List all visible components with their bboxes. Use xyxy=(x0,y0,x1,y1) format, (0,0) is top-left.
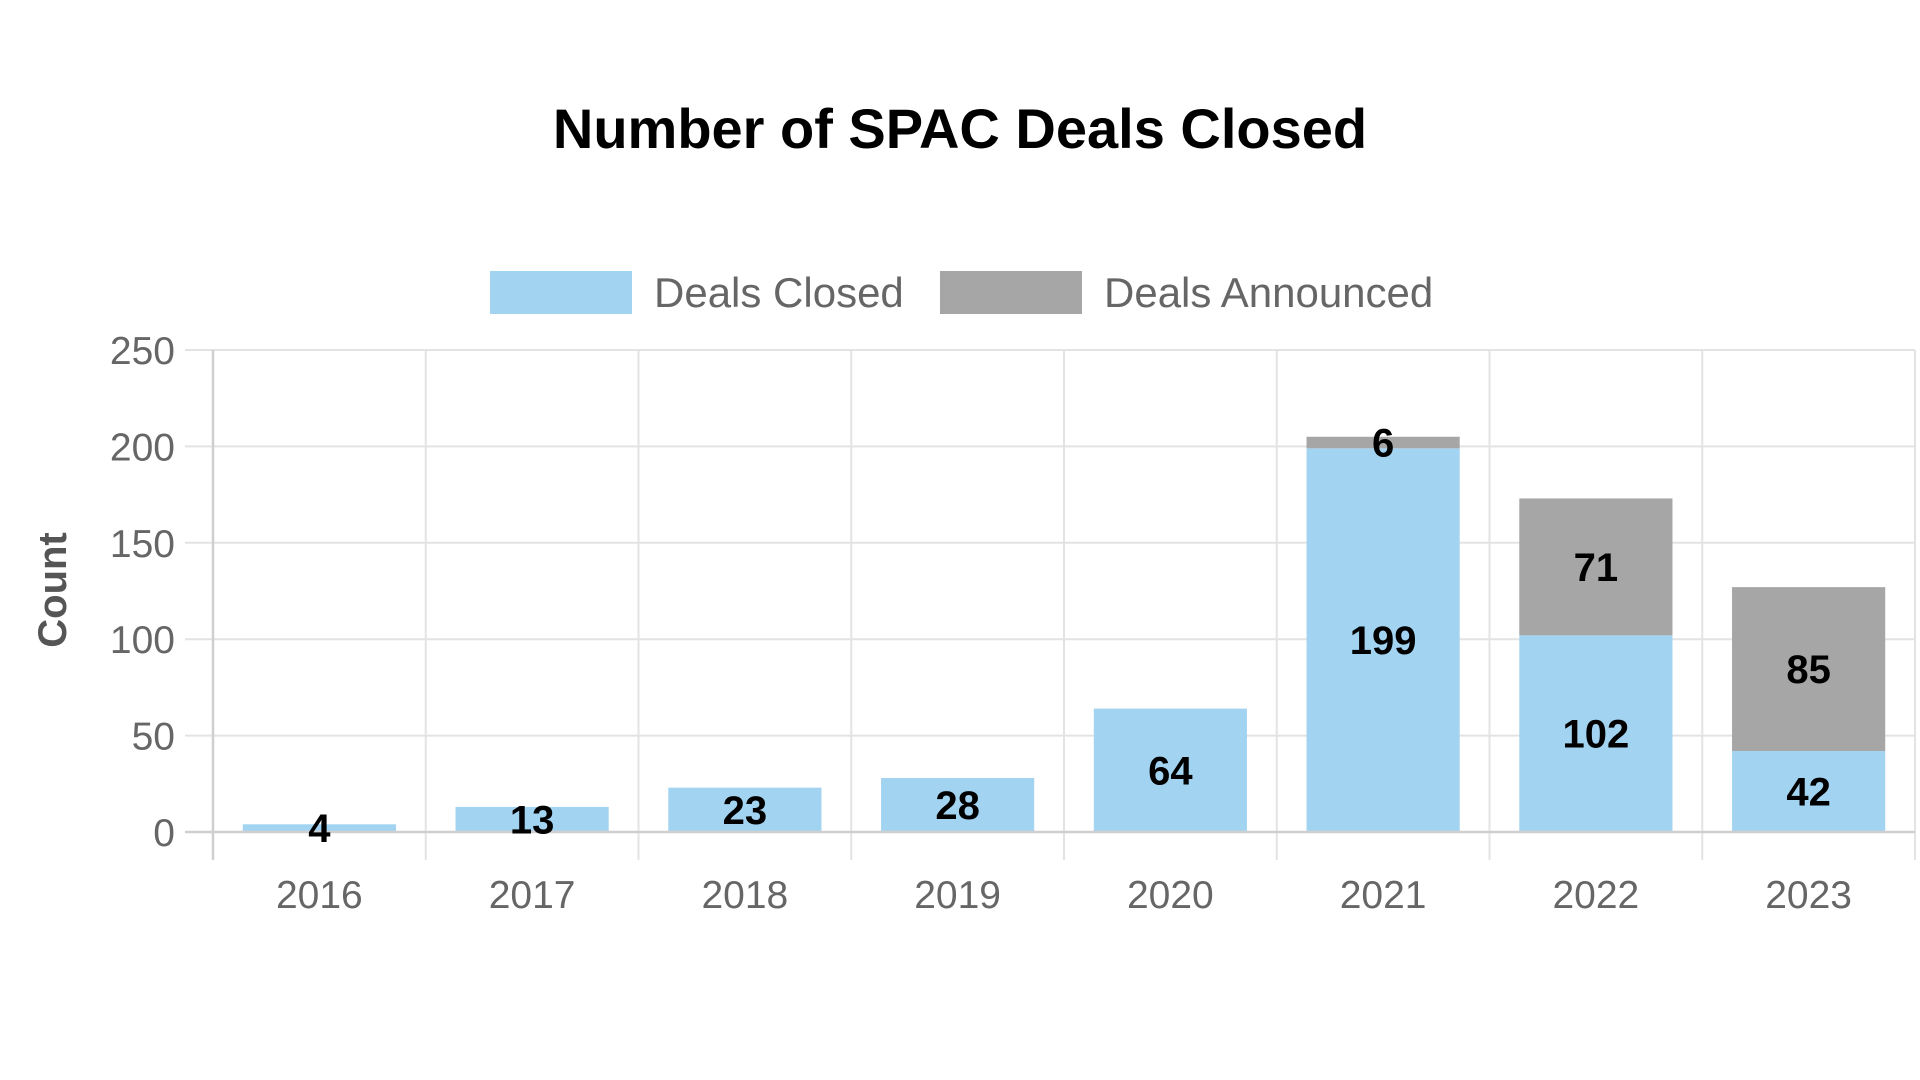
x-tick-label: 2016 xyxy=(276,874,363,917)
data-label-deals-announced-2021: 6 xyxy=(1372,422,1394,466)
data-label-deals-closed-2016: 4 xyxy=(308,807,331,851)
axes: 0 50 100 150 200 250 2016 2017 2018 2019 2020 2021 2… xyxy=(110,330,1915,917)
y-tick-label: 0 xyxy=(153,812,175,855)
gridlines xyxy=(185,349,1916,860)
data-label-deals-closed-2018: 23 xyxy=(723,789,768,833)
chart-title: Number of SPAC Deals Closed xyxy=(553,97,1367,160)
x-tick-label: 2020 xyxy=(1127,874,1214,917)
data-label-deals-closed-2022: 102 xyxy=(1563,713,1630,757)
bar-deals-closed-2017 xyxy=(455,806,609,832)
bar-deals-closed-2019 xyxy=(881,778,1035,832)
bar-deals-announced-2022 xyxy=(1519,498,1673,636)
bar-deals-closed-2023 xyxy=(1732,751,1886,832)
bar-deals-closed-2020 xyxy=(1093,708,1247,832)
data-label-deals-announced-2022: 71 xyxy=(1574,546,1619,590)
data-label-deals-closed-2021: 199 xyxy=(1350,619,1417,663)
bar-deals-closed-2021 xyxy=(1306,448,1460,832)
bar-deals-closed-2022 xyxy=(1519,635,1673,832)
data-label-deals-closed-2017: 13 xyxy=(510,798,555,842)
x-tick-label: 2022 xyxy=(1552,874,1639,917)
legend-swatch-deals-closed xyxy=(490,271,632,314)
data-label-deals-closed-2023: 42 xyxy=(1786,771,1831,815)
x-tick-label: 2019 xyxy=(914,874,1001,917)
bar-deals-announced-2021 xyxy=(1306,436,1460,449)
data-label-deals-closed-2020: 64 xyxy=(1148,749,1193,793)
x-tick-label: 2017 xyxy=(489,874,576,917)
y-tick-label: 100 xyxy=(110,619,175,662)
legend-label-deals-closed: Deals Closed xyxy=(654,269,904,316)
y-tick-label: 200 xyxy=(110,426,175,469)
data-label-deals-announced-2023: 85 xyxy=(1786,648,1831,692)
x-tick-label: 2018 xyxy=(701,874,788,917)
data-labels: 4 13 23 28 64 199 6 102 71 42 85 xyxy=(308,422,1831,852)
bar-deals-closed-2016 xyxy=(242,824,396,832)
x-tick-label: 2023 xyxy=(1765,874,1852,917)
bar-deals-announced-2023 xyxy=(1732,587,1886,752)
legend: Deals Closed Deals Announced xyxy=(490,269,1433,316)
bar-deals-closed-2018 xyxy=(668,787,822,832)
legend-swatch-deals-announced xyxy=(940,271,1082,314)
y-tick-label: 50 xyxy=(132,716,175,759)
data-label-deals-closed-2019: 28 xyxy=(935,784,980,828)
legend-label-deals-announced: Deals Announced xyxy=(1104,269,1433,316)
y-tick-label: 250 xyxy=(110,330,175,373)
y-tick-label: 150 xyxy=(110,523,175,566)
bars xyxy=(242,436,1886,832)
x-tick-label: 2021 xyxy=(1340,874,1427,917)
y-axis-title: Count xyxy=(31,532,75,648)
